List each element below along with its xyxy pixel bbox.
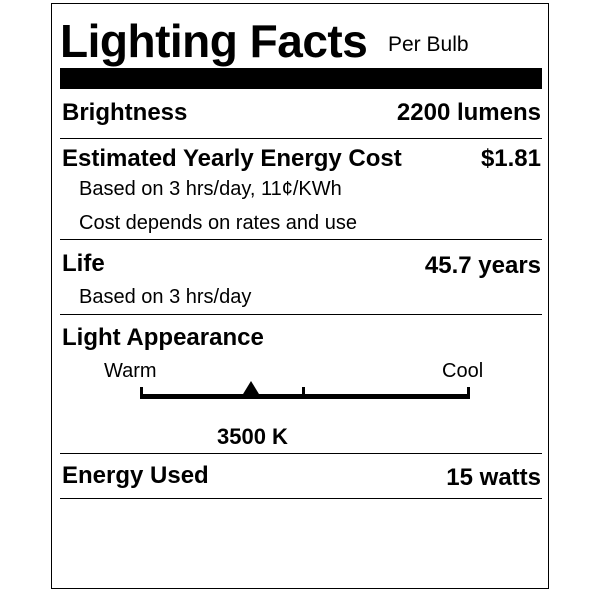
life-label: Life xyxy=(62,250,105,277)
scale-tick xyxy=(140,387,143,399)
energy-cost-value: $1.81 xyxy=(480,145,541,172)
divider xyxy=(60,314,542,315)
energy-cost-label: Estimated Yearly Energy Cost xyxy=(62,145,402,172)
warm-label: Warm xyxy=(104,360,157,382)
energy-used-value: 15 watts xyxy=(446,464,541,491)
label-subtitle: Per Bulb xyxy=(388,33,469,56)
scale-tick xyxy=(302,387,305,399)
color-temperature-value: 3500 K xyxy=(217,424,288,449)
brightness-value: 2200 lumens xyxy=(396,99,541,126)
lighting-facts-label: Lighting Facts Per Bulb Brightness 2200 … xyxy=(51,3,549,589)
life-note: Based on 3 hrs/day xyxy=(79,286,252,308)
energy-cost-note-1: Based on 3 hrs/day, 11¢/KWh xyxy=(79,178,342,200)
brightness-label: Brightness xyxy=(62,99,188,126)
energy-used-label: Energy Used xyxy=(62,462,209,489)
life-value: 45.7 years xyxy=(424,252,541,279)
divider xyxy=(60,453,542,454)
color-temperature-marker xyxy=(239,381,262,399)
divider xyxy=(60,498,542,499)
scale-tick xyxy=(467,387,470,399)
cool-label: Cool xyxy=(442,360,484,382)
title-bar xyxy=(60,68,542,89)
divider xyxy=(60,239,542,240)
light-appearance-label: Light Appearance xyxy=(62,324,264,351)
divider xyxy=(60,138,542,139)
energy-cost-note-2: Cost depends on rates and use xyxy=(79,212,357,234)
label-title: Lighting Facts xyxy=(60,15,368,67)
color-temperature-scale xyxy=(140,381,470,399)
